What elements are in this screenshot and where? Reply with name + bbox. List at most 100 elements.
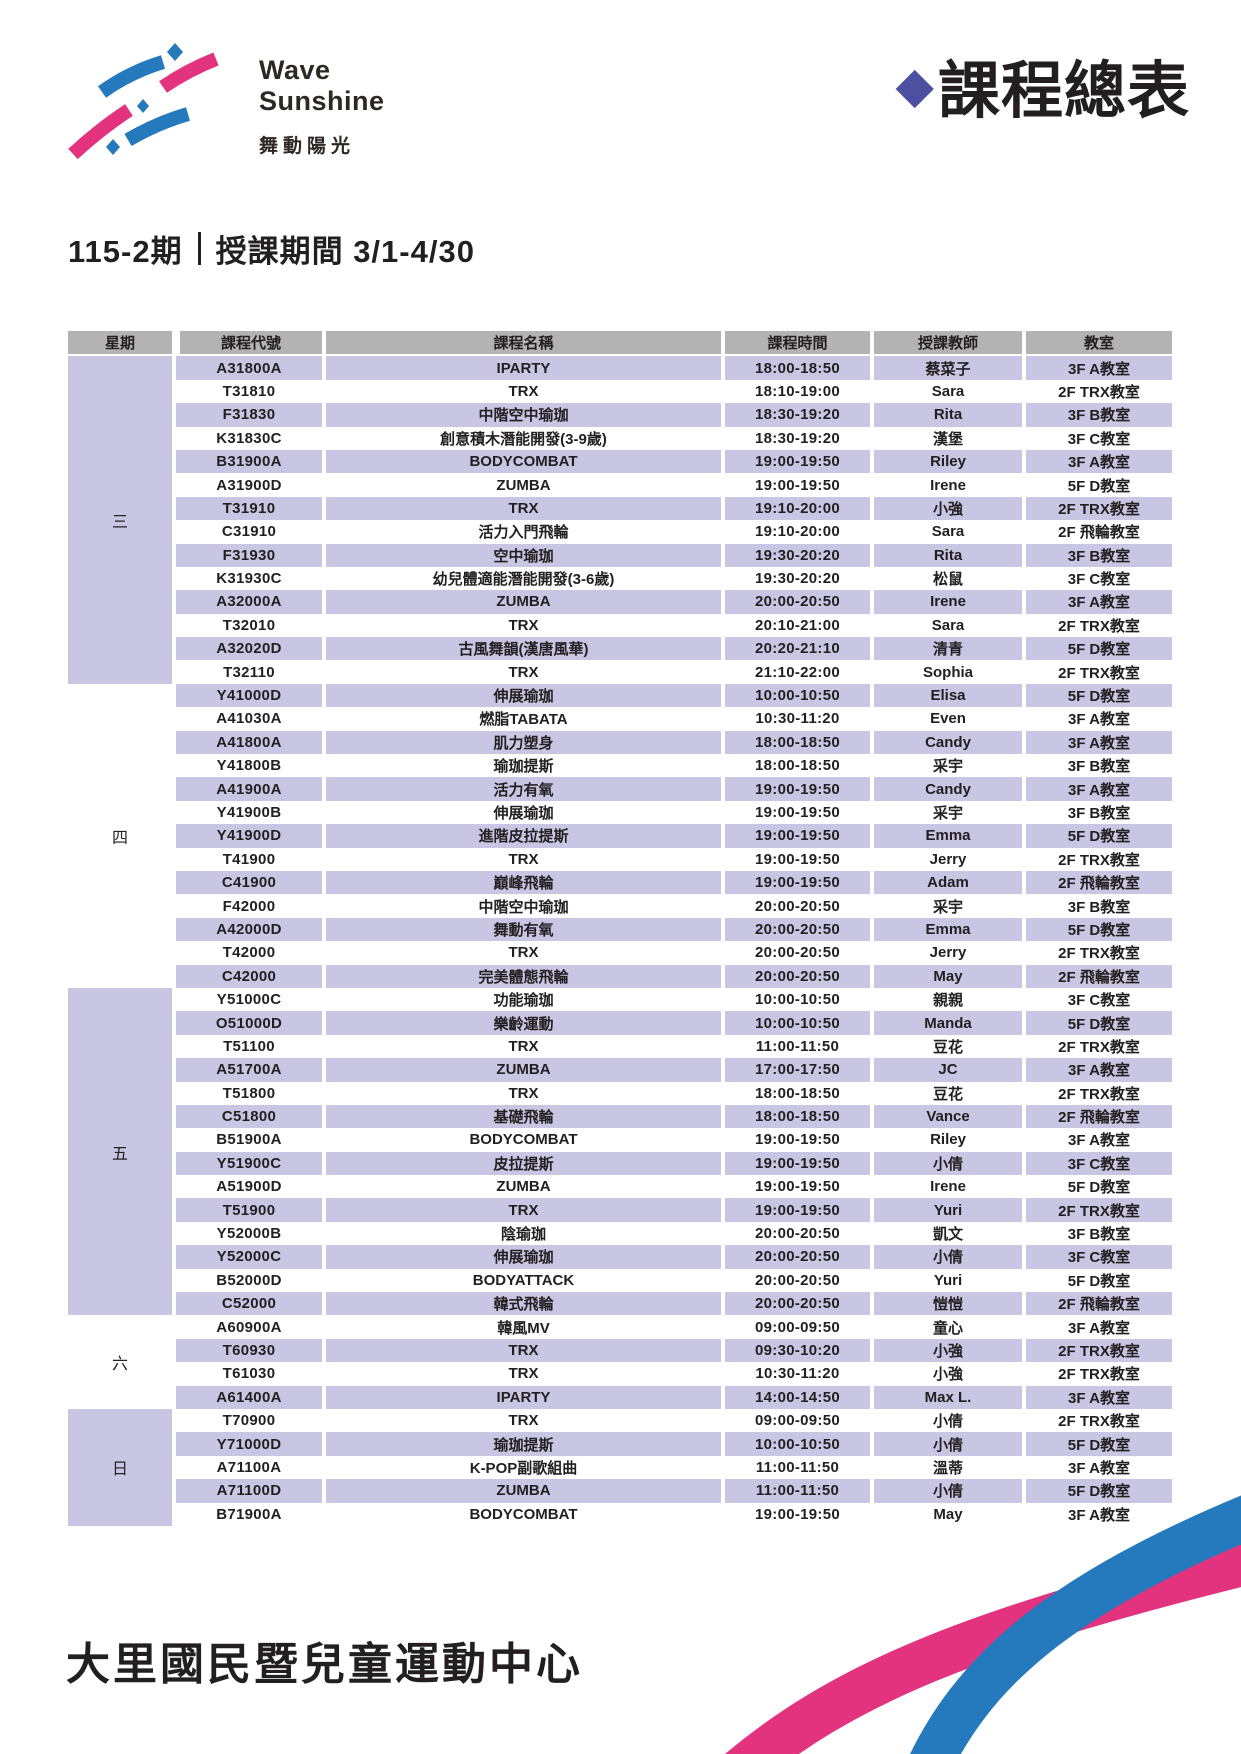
cell-time: 18:00-18:50 (721, 730, 870, 755)
cell-teacher: Emma (870, 917, 1022, 942)
day-label: 四 (68, 683, 176, 988)
cell-code: A42000D (176, 917, 322, 942)
cell-teacher: 愷愷 (870, 1292, 1022, 1316)
page-title: ◆ 課程總表 (896, 40, 1190, 130)
cell-time: 10:00-10:50 (721, 683, 870, 708)
cell-name: TRX (322, 613, 721, 638)
cell-time: 11:00-11:50 (721, 1034, 870, 1059)
table-row: A32000A ZUMBA 20:00-20:50 Irene 3F A教室 (176, 590, 1172, 614)
cell-time: 20:00-20:50 (721, 917, 870, 942)
cell-name: IPARTY (322, 356, 721, 380)
cell-time: 14:00-14:50 (721, 1385, 870, 1409)
cell-time: 18:00-18:50 (721, 1081, 870, 1105)
cell-room: 3F A教室 (1022, 1502, 1172, 1526)
table-row: Y41800B 瑜珈提斯 18:00-18:50 采宇 3F B教室 (176, 754, 1172, 778)
cell-name: TRX (322, 660, 721, 684)
cell-time: 17:00-17:50 (721, 1058, 870, 1082)
cell-room: 3F B教室 (1022, 800, 1172, 825)
cell-code: A31800A (176, 356, 322, 380)
table-row: A51900D ZUMBA 19:00-19:50 Irene 5F D教室 (176, 1175, 1172, 1199)
cell-code: C42000 (176, 964, 322, 988)
table-row: C41900 巔峰飛輪 19:00-19:50 Adam 2F 飛輪教室 (176, 870, 1172, 895)
cell-time: 20:00-20:50 (721, 964, 870, 988)
cell-name: TRX (322, 1362, 721, 1386)
table-row: F42000 中階空中瑜珈 20:00-20:50 采宇 3F B教室 (176, 894, 1172, 918)
cell-room: 3F A教室 (1022, 1058, 1172, 1082)
cell-time: 18:00-18:50 (721, 1104, 870, 1129)
cell-code: B52000D (176, 1268, 322, 1293)
logo-swoosh-pink-bottom (68, 104, 133, 160)
cell-teacher: 童心 (870, 1315, 1022, 1339)
table-row: C52000 韓式飛輪 20:00-20:50 愷愷 2F 飛輪教室 (176, 1292, 1172, 1316)
cell-room: 3F A教室 (1022, 449, 1172, 474)
cell-room: 5F D教室 (1022, 917, 1172, 942)
cell-room: 3F B教室 (1022, 543, 1172, 567)
cell-room: 3F A教室 (1022, 730, 1172, 755)
cell-teacher: 清青 (870, 637, 1022, 661)
table-row: F31830 中階空中瑜珈 18:30-19:20 Rita 3F B教室 (176, 403, 1172, 427)
cell-name: BODYATTACK (322, 1268, 721, 1293)
cell-teacher: 小強 (870, 1362, 1022, 1386)
cell-room: 3F B教室 (1022, 403, 1172, 427)
cell-code: A41800A (176, 730, 322, 755)
logo-swoosh-blue-bottom (124, 107, 190, 147)
cell-time: 19:00-19:50 (721, 777, 870, 801)
cell-name: 瑜珈提斯 (322, 1432, 721, 1456)
table-row: T31810 TRX 18:10-19:00 Sara 2F TRX教室 (176, 379, 1172, 404)
cell-teacher: Yuri (870, 1268, 1022, 1293)
cell-teacher: 溫蒂 (870, 1455, 1022, 1480)
cell-code: B71900A (176, 1502, 322, 1526)
cell-time: 09:30-10:20 (721, 1338, 870, 1363)
cell-teacher: 小倩 (870, 1151, 1022, 1176)
cell-time: 10:00-10:50 (721, 987, 870, 1012)
term-label: 115-2期 (68, 234, 183, 269)
cell-time: 20:00-20:50 (721, 1292, 870, 1316)
cell-code: Y41900B (176, 800, 322, 825)
cell-room: 3F A教室 (1022, 777, 1172, 801)
cell-code: T60930 (176, 1338, 322, 1363)
cell-code: Y41000D (176, 683, 322, 708)
cell-time: 18:10-19:00 (721, 379, 870, 404)
cell-name: TRX (322, 1338, 721, 1363)
cell-time: 20:10-21:00 (721, 613, 870, 638)
cell-time: 21:10-22:00 (721, 660, 870, 684)
schedule-table: 星期 課程代號 課程名稱 課程時間 授課教師 教室 三 A31800A IPARTY 18:00… (68, 331, 1172, 1526)
cell-time: 19:30-20:20 (721, 543, 870, 567)
cell-name: 伸展瑜珈 (322, 1245, 721, 1269)
table-row: A61400A IPARTY 14:00-14:50 Max L. 3F A教室 (176, 1385, 1172, 1409)
cell-teacher: Sara (870, 520, 1022, 544)
cell-code: C52000 (176, 1292, 322, 1316)
brand-text: Wave Sunshine 舞動陽光 (259, 35, 385, 158)
cell-room: 5F D教室 (1022, 1268, 1172, 1293)
cell-teacher: Sara (870, 613, 1022, 638)
day-rows: T70900 TRX 09:00-09:50 小倩 2F TRX教室 Y71000D 瑜珈提… (176, 1408, 1172, 1526)
brand-name-line1: Wave (259, 55, 331, 85)
day-rows: Y41000D 伸展瑜珈 10:00-10:50 Elisa 5F D教室 A41030A… (176, 683, 1172, 988)
cell-room: 3F B教室 (1022, 1221, 1172, 1246)
cell-room: 3F A教室 (1022, 590, 1172, 614)
day-rows: Y51000C 功能瑜珈 10:00-10:50 親親 3F C教室 O51000D 樂齡運… (176, 987, 1172, 1316)
cell-name: ZUMBA (322, 1479, 721, 1503)
cell-teacher: Irene (870, 473, 1022, 497)
day-group-四: 四 Y41000D 伸展瑜珈 10:00-10:50 Elisa 5F D教室 A41030… (68, 683, 1172, 988)
cell-code: C41900 (176, 870, 322, 895)
table-row: K31830C 創意積木潛能開發(3-9歲) 18:30-19:20 漢堡 3F C教室 (176, 426, 1172, 450)
cell-code: A41900A (176, 777, 322, 801)
table-row: C51800 基礎飛輪 18:00-18:50 Vance 2F 飛輪教室 (176, 1104, 1172, 1129)
day-rows: A60900A 韓風MV 09:00-09:50 童心 3F A教室 T60930 TRX 0… (176, 1315, 1172, 1409)
center-name: 大里國民暨兒童運動中心 (66, 1640, 583, 1689)
table-row: T32110 TRX 21:10-22:00 Sophia 2F TRX教室 (176, 660, 1172, 684)
cell-teacher: 采宇 (870, 800, 1022, 825)
cell-time: 20:20-21:10 (721, 637, 870, 661)
brand-name-en: Wave Sunshine (259, 55, 385, 116)
term-heading: 115-2期 授課期間 3/1-4/30 (68, 226, 475, 271)
cell-name: 創意積木潛能開發(3-9歲) (322, 426, 721, 450)
cell-teacher: May (870, 1502, 1022, 1526)
column-header-5: 教室 (1022, 331, 1172, 355)
cell-name: TRX (322, 847, 721, 871)
cell-name: K-POP副歌組曲 (322, 1455, 721, 1480)
day-rows: A31800A IPARTY 18:00-18:50 蔡菜子 3F A教室 T31810 T… (176, 356, 1172, 684)
cell-room: 2F TRX教室 (1022, 496, 1172, 521)
diamond-icon: ◆ (895, 57, 935, 113)
cell-teacher: Manda (870, 1011, 1022, 1035)
